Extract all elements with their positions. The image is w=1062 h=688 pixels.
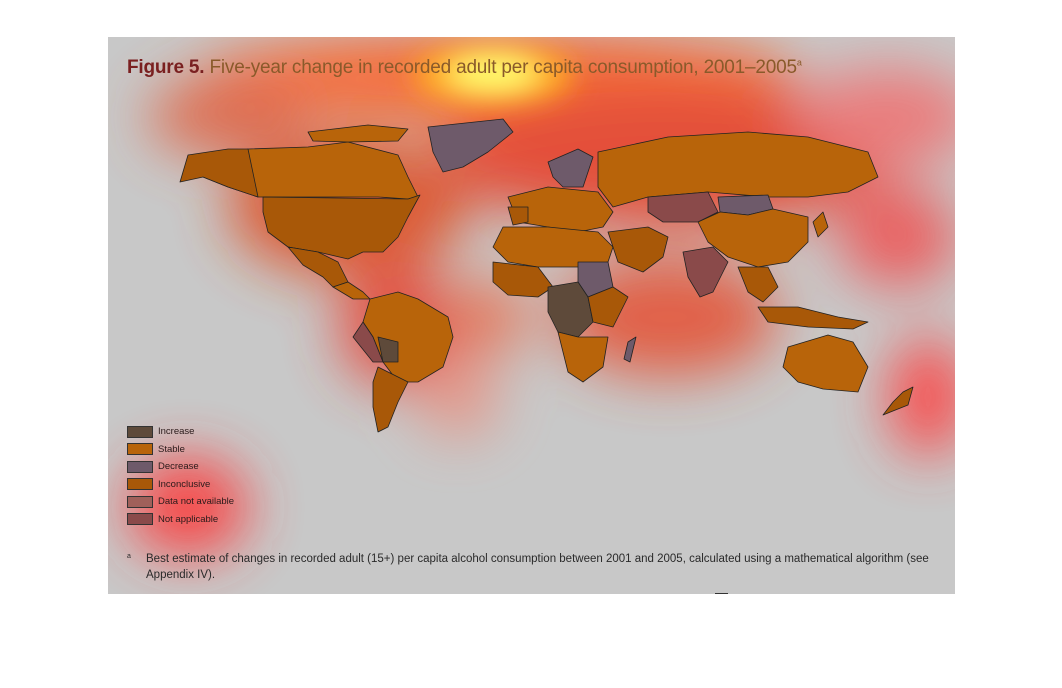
legend-label: Inconclusive — [158, 478, 211, 490]
map-legend: Increase Stable Decrease Inconclusive Data n… — [127, 423, 234, 528]
region-south-america-north — [362, 291, 454, 383]
region-greenland — [427, 118, 514, 173]
legend-label: Increase — [158, 426, 195, 438]
region-peru — [352, 321, 384, 363]
region-western-europe — [507, 186, 614, 233]
footnote-marker: a — [127, 553, 131, 560]
region-west-africa — [492, 261, 554, 298]
legend-item: Decrease — [127, 458, 234, 476]
figure-title-text: Five-year change in recorded adult per c… — [204, 57, 797, 78]
title-footnote-marker: a — [796, 57, 802, 68]
figure-number: Figure 5. — [127, 57, 205, 78]
region-arctic-islands — [307, 124, 409, 143]
region-indonesia — [757, 306, 869, 330]
region-middle-east — [607, 226, 669, 273]
region-russia — [597, 131, 879, 208]
footnote: a Best estimate of changes in recorded a… — [127, 551, 942, 583]
world-map — [179, 118, 914, 433]
region-north-africa — [492, 226, 614, 268]
region-central-america — [332, 281, 371, 300]
region-southeast-asia — [737, 266, 779, 303]
region-east-africa — [587, 286, 629, 328]
legend-swatch — [127, 513, 153, 526]
legend-label: Stable — [158, 443, 185, 455]
region-japan — [812, 211, 829, 238]
legend-swatch — [127, 478, 153, 491]
footnote-text: Best estimate of changes in recorded adu… — [146, 553, 929, 581]
region-india — [682, 246, 729, 298]
legend-item: Inconclusive — [127, 476, 234, 494]
legend-swatch — [127, 443, 153, 456]
region-central-africa — [547, 281, 594, 338]
figure-title: Figure 5. Five-year change in recorded a… — [127, 57, 802, 79]
region-usa — [262, 194, 421, 260]
region-china — [697, 208, 809, 268]
legend-label: Not applicable — [158, 513, 219, 525]
legend-swatch — [127, 425, 153, 438]
legend-swatch — [127, 460, 153, 473]
region-south-america-south — [372, 366, 409, 433]
region-iberia — [507, 206, 529, 226]
legend-swatch — [127, 495, 153, 508]
region-madagascar — [623, 336, 637, 363]
region-scandinavia — [547, 148, 594, 188]
region-southern-africa — [557, 331, 609, 383]
map-figure: Figure 5. Five-year change in recorded a… — [108, 37, 955, 594]
legend-item: Stable — [127, 441, 234, 459]
legend-label: Data not available — [158, 496, 235, 508]
legend-item: Not applicable — [127, 511, 234, 529]
region-alaska — [179, 148, 259, 198]
region-new-zealand — [882, 386, 914, 416]
region-australia — [782, 334, 869, 393]
divider-line — [715, 593, 728, 594]
legend-label: Decrease — [158, 461, 199, 473]
region-bolivia — [377, 336, 399, 363]
legend-item: Data not available — [127, 493, 234, 511]
legend-item: Increase — [127, 423, 234, 441]
